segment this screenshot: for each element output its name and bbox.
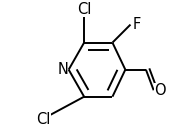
Text: Cl: Cl: [77, 2, 91, 17]
Text: N: N: [57, 62, 68, 77]
Text: F: F: [132, 17, 140, 32]
Text: Cl: Cl: [36, 112, 51, 127]
Text: O: O: [154, 83, 165, 98]
